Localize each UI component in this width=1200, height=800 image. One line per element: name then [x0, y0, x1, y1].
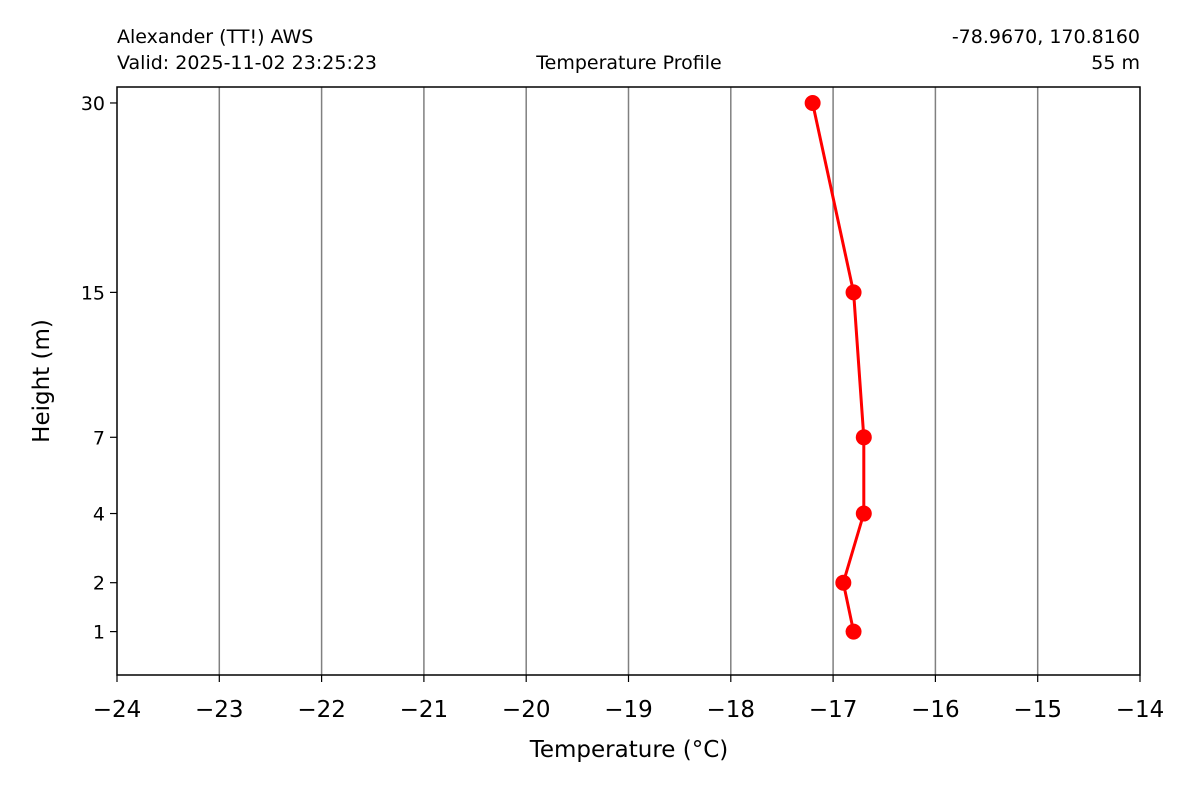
grid-lines [218, 87, 1039, 675]
station-coordinates: -78.9670, 170.8160 [952, 26, 1140, 48]
y-tick-label: 30 [81, 93, 105, 115]
x-tick-label: −20 [502, 697, 551, 723]
temperature-point [804, 94, 821, 111]
y-tick-label: 15 [81, 282, 105, 304]
y-tick-label: 2 [93, 573, 105, 595]
temperature-point [855, 429, 872, 446]
x-axis-label: Temperature (°C) [529, 737, 729, 763]
valid-time: Valid: 2025-11-02 23:25:23 [117, 52, 377, 74]
temperature-point [845, 623, 862, 640]
y-tick-label: 7 [93, 427, 105, 449]
station-elevation: 55 m [1091, 52, 1140, 74]
x-tick-label: −23 [195, 697, 244, 723]
temperature-point [845, 284, 862, 301]
x-tick-label: −22 [297, 697, 346, 723]
x-tick-label: −19 [604, 697, 653, 723]
y-tick-label: 4 [93, 504, 105, 526]
temperature-line [811, 102, 866, 632]
station-name: Alexander (TT!) AWS [117, 26, 313, 48]
y-axis-ticks: 1 2 4 7 15 30 [81, 93, 117, 644]
series-layer [804, 94, 872, 640]
y-tick-label: 1 [93, 622, 105, 644]
chart-title: Temperature Profile [535, 52, 721, 74]
x-tick-label: −18 [707, 697, 756, 723]
x-tick-label: −16 [911, 697, 960, 723]
x-tick-label: −24 [93, 697, 142, 723]
x-tick-label: −15 [1013, 697, 1062, 723]
x-axis-ticks: −24 −23 −22 −21 −20 −19 −18 −17 −16 −15 −14 [93, 675, 1165, 723]
temperature-point [835, 574, 852, 591]
x-tick-label: −21 [400, 697, 449, 723]
y-axis-label: Height (m) [29, 319, 55, 443]
x-tick-label: −14 [1116, 697, 1165, 723]
temperature-point [855, 505, 872, 522]
x-tick-label: −17 [809, 697, 858, 723]
